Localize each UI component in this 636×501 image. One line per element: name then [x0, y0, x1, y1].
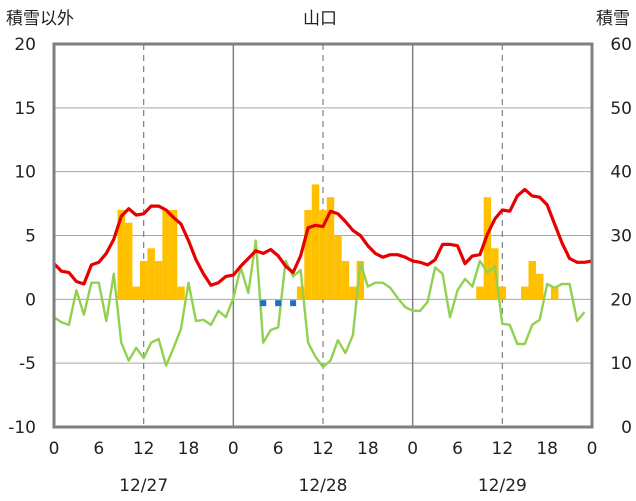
date-label: 12/29: [478, 476, 527, 496]
snow-bar: [169, 209, 178, 300]
x-tick-label: 6: [273, 439, 284, 459]
green-line: [53, 239, 586, 369]
snow-bar: [311, 184, 320, 300]
snow-bar: [334, 235, 342, 300]
snow-bar: [124, 222, 133, 300]
y-tick-left: -10: [8, 418, 36, 438]
y-tick-right: 60: [610, 35, 632, 55]
y-tick-right: 30: [610, 227, 632, 247]
snow-bar: [521, 286, 529, 300]
x-tick-label: 0: [228, 439, 239, 459]
y-tick-left: 10: [14, 163, 36, 183]
x-tick-label: 0: [49, 439, 60, 459]
snow-bar: [535, 273, 544, 300]
snow-bar: [154, 261, 163, 300]
y-axis-right: 60 50 40 30 20 10 0: [610, 35, 632, 438]
bars: [117, 184, 559, 300]
snow-bar: [132, 286, 140, 300]
blue-marker: [260, 300, 267, 307]
y-tick-right: 0: [621, 418, 632, 438]
snow-bar: [356, 261, 365, 300]
y-tick-left: 15: [14, 99, 36, 119]
y-tick-left: 20: [14, 35, 36, 55]
snow-bar: [498, 286, 507, 300]
snow-bar: [319, 209, 327, 300]
snow-bar: [550, 286, 559, 300]
y-tick-left: 0: [25, 290, 36, 310]
y-tick-right: 40: [610, 163, 632, 183]
snow-bar: [528, 261, 536, 300]
x-tick-label: 12: [133, 439, 155, 459]
chart-title: 山口: [303, 9, 337, 29]
y-tick-left: 5: [25, 227, 36, 247]
snow-bar: [304, 209, 312, 300]
snow-bar: [349, 286, 357, 300]
snow-bar: [296, 286, 305, 300]
y-tick-right: 10: [610, 354, 632, 374]
x-tick-label: 6: [93, 439, 104, 459]
blue-marker: [290, 300, 297, 307]
x-axis: 0 6 12 18 0 6 12 18 0 6 12 18 0: [49, 439, 598, 459]
blue-marker: [275, 300, 282, 307]
x-tick-label: 0: [587, 439, 598, 459]
y-tick-left: -5: [19, 354, 36, 374]
x-tick-label: 0: [407, 439, 418, 459]
plot-frame: [52, 42, 594, 429]
snow-bar: [476, 286, 484, 300]
date-label: 12/27: [119, 476, 168, 496]
temperature-line: [52, 187, 593, 287]
snow-bar: [147, 248, 155, 300]
x-tick-label: 6: [452, 439, 463, 459]
x-tick-label: 18: [178, 439, 200, 459]
plot-border: [52, 42, 594, 429]
left-axis-title: 積雪以外: [6, 9, 74, 29]
snow-bar: [117, 209, 125, 300]
snow-bar: [177, 286, 185, 300]
x-tick-label: 18: [357, 439, 379, 459]
x-tick-label: 12: [312, 439, 334, 459]
snow-bar: [483, 197, 492, 300]
y-tick-right: 50: [610, 99, 632, 119]
y-tick-right: 20: [610, 290, 632, 310]
snow-bar: [139, 261, 148, 300]
date-labels: 12/27 12/28 12/29: [119, 476, 527, 496]
x-tick-label: 12: [492, 439, 514, 459]
y-axis-left: 20 15 10 5 0 -5 -10: [8, 35, 36, 438]
x-tick-label: 18: [536, 439, 558, 459]
right-axis-title: 積雪: [596, 9, 630, 29]
snow-bar: [326, 197, 335, 300]
snow-bar: [162, 209, 170, 300]
date-label: 12/28: [299, 476, 348, 496]
snow-bar: [341, 261, 350, 300]
